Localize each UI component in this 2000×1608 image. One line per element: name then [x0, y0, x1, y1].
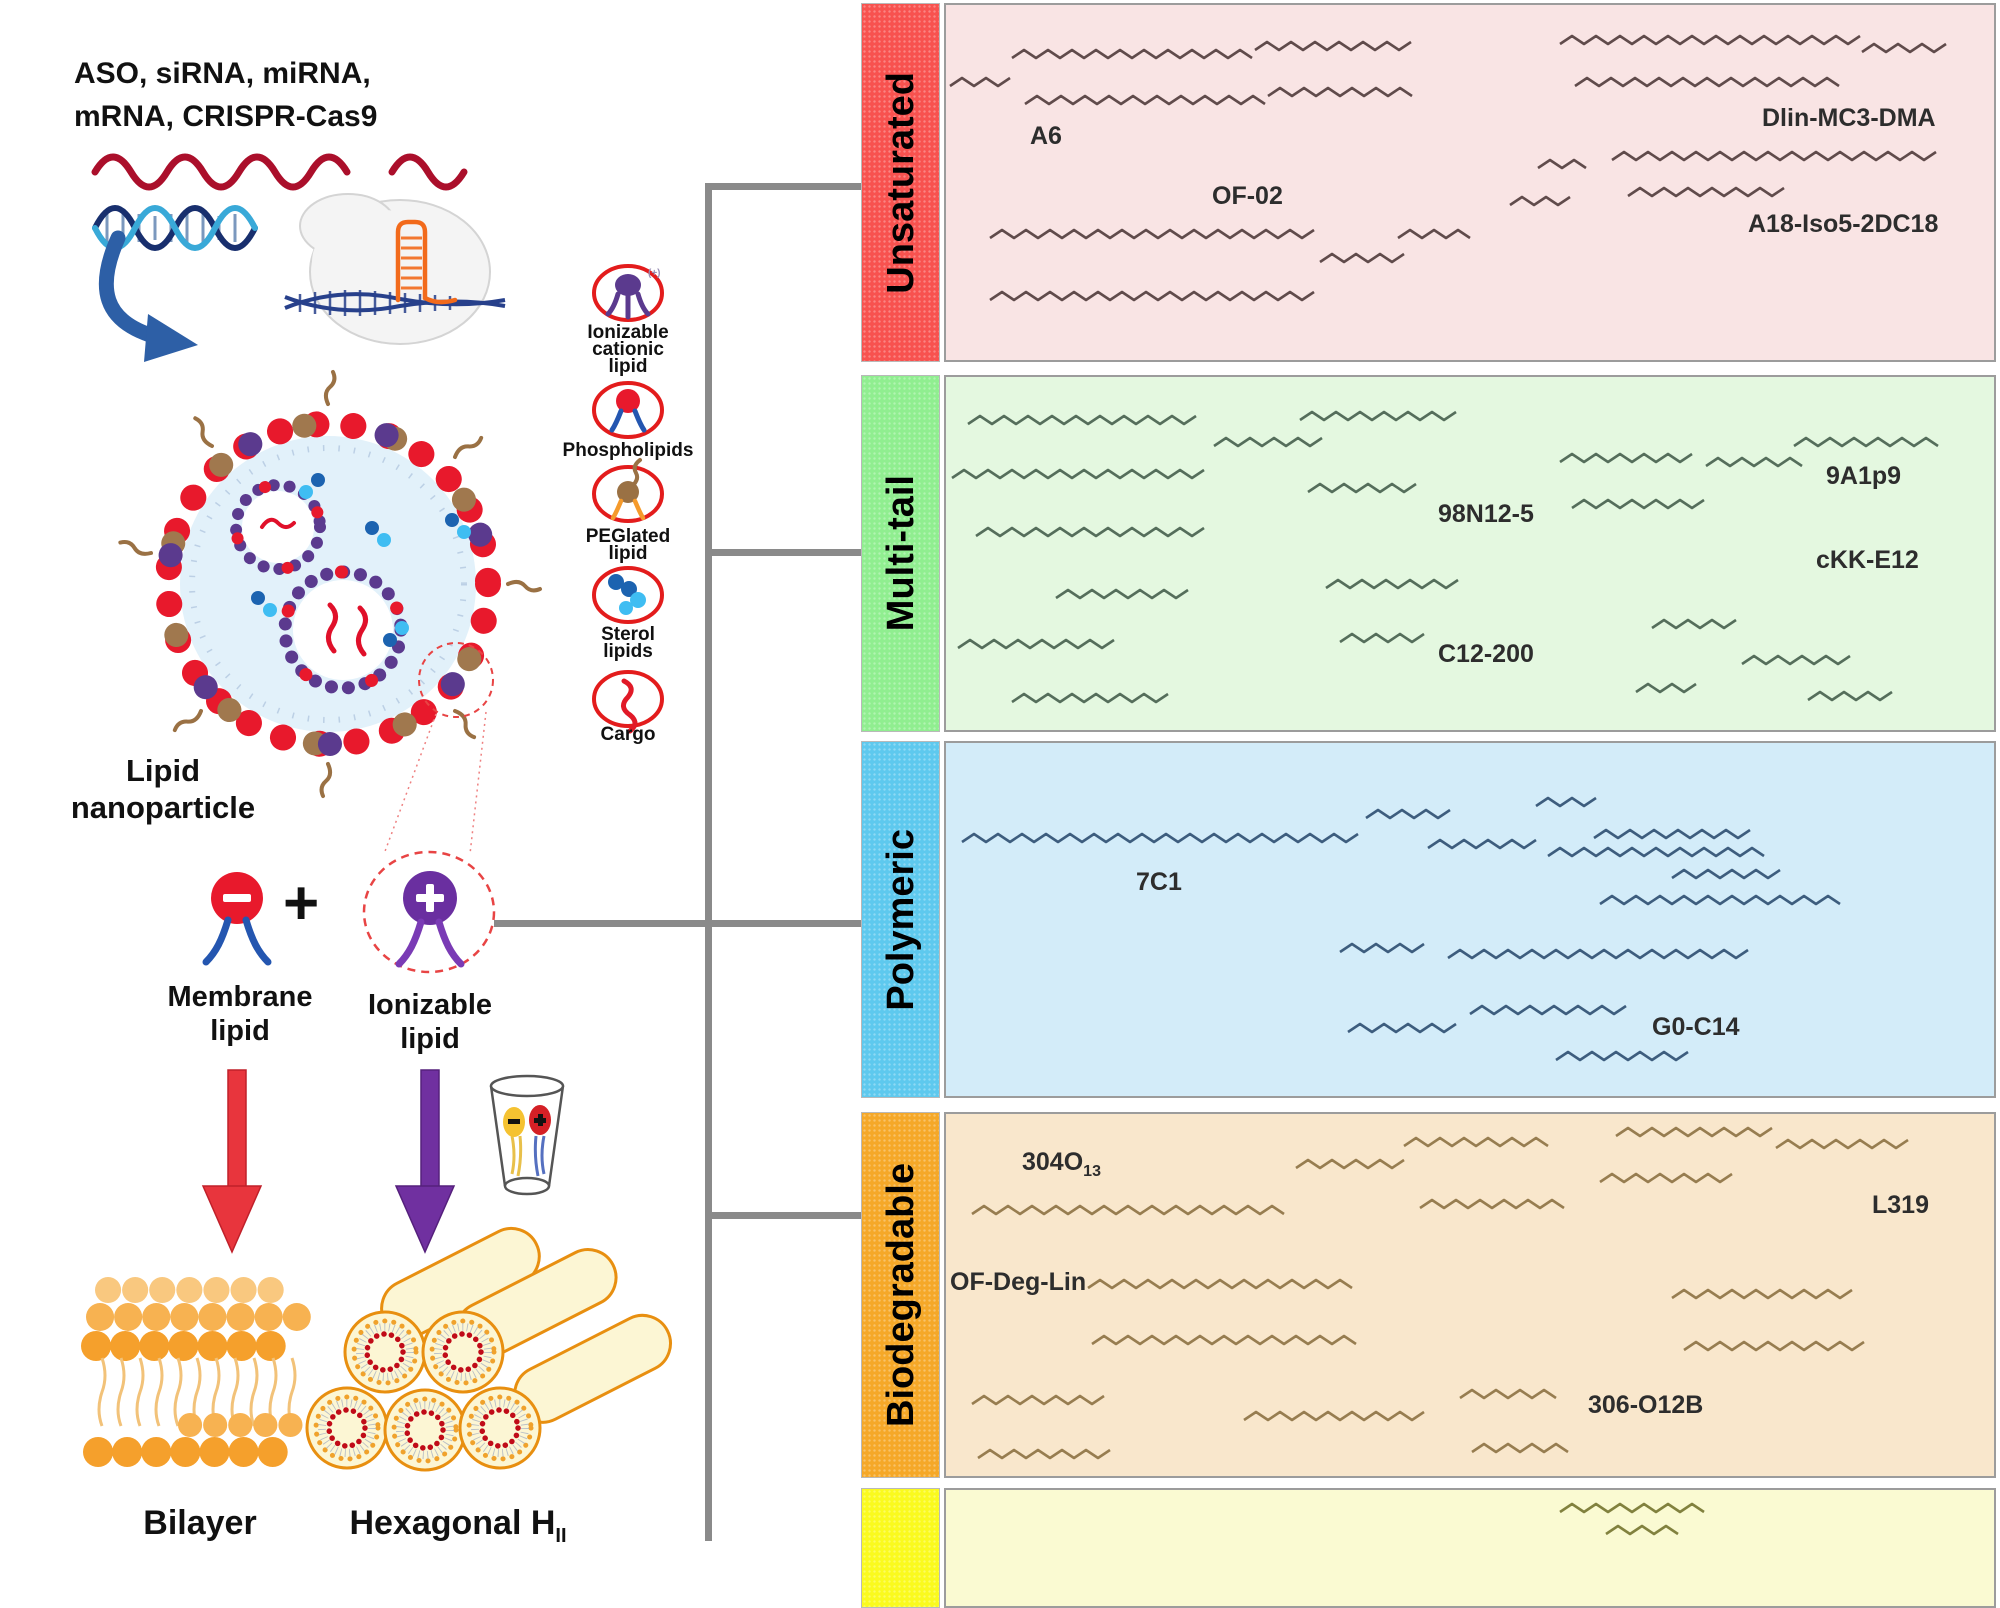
bilayer-label: Bilayer: [143, 1504, 257, 1542]
connector-branch-biodegradable: [712, 1212, 861, 1219]
rna-strand-short-icon: [388, 153, 468, 191]
bilayer-illustration: [81, 1277, 313, 1467]
ionizable-lipid-icon: [362, 850, 496, 974]
purple-down-arrow: [394, 1069, 456, 1254]
crispr-cas9-icon: [284, 193, 506, 345]
legend-icons: (+): [592, 264, 664, 734]
left-illustration-canvas: (+): [81, 153, 672, 1541]
tab-unsaturated: Unsaturated: [861, 3, 940, 362]
membrane-lipid-icon: [202, 872, 272, 966]
compound-label-of-deg-lin: OF-Deg-Lin: [950, 1268, 1087, 1296]
connector-branch-multitail: [712, 549, 861, 556]
lipid-nanoparticle-illustration: [117, 370, 542, 855]
compound-label-dlin-mc3-dma: Dlin-MC3-DMA: [1762, 104, 1936, 132]
sterol-lipids-icon: [592, 566, 664, 624]
legend-label-sterol-lipids: Sterol lipids: [601, 624, 655, 662]
charge-mark: (+): [648, 268, 661, 279]
compound-label-of02: OF-02: [1212, 182, 1283, 210]
sterol-dots: [251, 473, 471, 647]
cargo-types-heading: ASO, siRNA, miRNA, mRNA, CRISPR-Cas9: [74, 57, 378, 133]
tab-biodegradable: Biodegradable: [861, 1112, 940, 1478]
rna-strand-long-icon: [91, 153, 351, 191]
ionizable-cationic-lipid-icon: (+): [592, 264, 664, 322]
legend-label-peglated-lipid: PEGlated lipid: [585, 526, 671, 564]
hexagonal-label: Hexagonal HII: [349, 1504, 567, 1547]
connector-branch-unsaturated: [712, 183, 861, 190]
tab-multitail: Multi-tail: [861, 375, 940, 732]
compound-label-c12-200: C12-200: [1438, 640, 1534, 668]
legend-label-cargo: Cargo: [600, 724, 656, 745]
tab-polymeric: Polymeric: [861, 741, 940, 1098]
panel-multitail: [944, 375, 1996, 732]
compound-label-9a1p9: 9A1p9: [1826, 462, 1902, 490]
compound-label-304o13: 304O13: [1022, 1148, 1101, 1180]
legend-label-ionizable-cationic-lipid: Ionizable cationic lipid: [587, 322, 669, 377]
compound-label-l319: L319: [1872, 1191, 1929, 1219]
phospholipid-icon: [592, 381, 664, 439]
ionizable-lipid-label: Ionizable lipid: [367, 989, 493, 1055]
zoom-callout-circle: [418, 642, 494, 718]
connector-trunk: [705, 183, 712, 1541]
membrane-lipid-label: Membrane lipid: [167, 981, 313, 1047]
connector-branch-polymeric: [494, 920, 861, 927]
compound-label-g0-c14: G0-C14: [1652, 1013, 1740, 1041]
compound-label-98n12-5: 98N12-5: [1438, 500, 1534, 528]
compound-label-a6: A6: [1030, 122, 1062, 150]
hexagonal-phase-illustration: [307, 1226, 672, 1470]
panel-unsaturated: [944, 3, 1996, 362]
curved-arrow-icon: [98, 230, 198, 362]
lipid-nanoparticle-label: Lipid nanoparticle: [70, 753, 256, 825]
compound-label-306-o12b: 306-O12B: [1588, 1391, 1704, 1419]
compound-label-7c1: 7C1: [1136, 868, 1182, 896]
red-down-arrow: [201, 1069, 263, 1254]
lipid-cone-shape-icon: [489, 1074, 565, 1196]
compound-label-a18-iso5-2dc18: A18-Iso5-2DC18: [1748, 210, 1939, 238]
legend-label-phospholipids: Phospholipids: [562, 440, 694, 461]
chemical-structures-overlay: [949, 34, 1947, 1536]
plus-sign: +: [283, 869, 320, 938]
cargo-icon: [592, 670, 664, 734]
peglated-lipid-icon: [592, 458, 664, 523]
compound-label-ckk-e12: cKK-E12: [1816, 546, 1919, 574]
panel-polymeric: [944, 741, 1996, 1098]
